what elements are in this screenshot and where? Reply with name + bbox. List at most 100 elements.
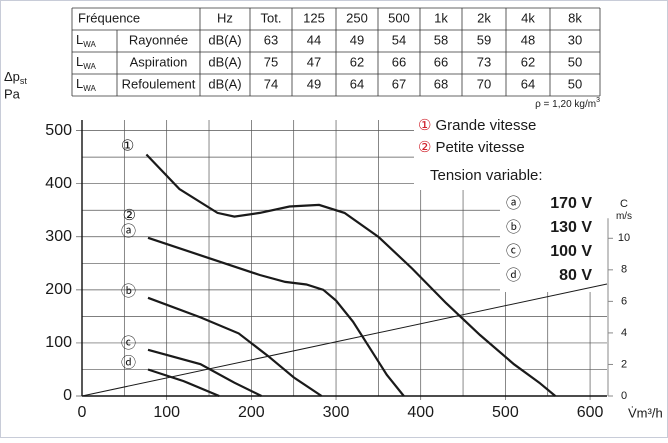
table-header: Tot. (261, 10, 282, 25)
curve-label: ⓐ (121, 223, 136, 240)
table-cell: dB(A) (208, 54, 241, 69)
row-lead: LWA (76, 54, 96, 71)
density-text: ρ = 1,20 kg/m (535, 99, 596, 110)
y-axis-unit: Pa (4, 86, 21, 101)
row-lead-letter: L (76, 76, 83, 91)
table-header: 500 (388, 10, 410, 25)
table-cell: 67 (392, 76, 406, 91)
tension-symbol: ⓒ (506, 243, 521, 260)
table-header: Hz (217, 10, 233, 25)
x-tick-label: 300 (323, 404, 350, 421)
y2-tick-label: 4 (621, 327, 627, 339)
tension-symbol: ⓐ (506, 195, 521, 212)
x-tick-label: 200 (238, 404, 265, 421)
y-tick-label: 400 (45, 175, 72, 192)
tension-symbol: ⓑ (506, 219, 521, 236)
table-cell: 66 (434, 54, 448, 69)
table-cell: Refoulement (122, 76, 196, 91)
table-cell: 49 (350, 32, 364, 47)
table-cell: 73 (477, 54, 491, 69)
curve (147, 296, 323, 397)
curve (147, 348, 262, 397)
table-cell: dB(A) (208, 32, 241, 47)
table-cell: 63 (264, 32, 278, 47)
table-header: 250 (346, 10, 368, 25)
y2-tick-label: 2 (621, 358, 627, 370)
curve (145, 153, 557, 397)
table-cell: dB(A) (208, 76, 241, 91)
table-cell: 62 (350, 54, 364, 69)
table-cell: 68 (434, 76, 448, 91)
tension-symbol: ⓓ (506, 267, 521, 284)
tension-text: 80 V (559, 267, 592, 284)
velocity-line (81, 283, 608, 397)
row-lead: LWA (76, 32, 96, 49)
curve-label: ⓑ (121, 283, 136, 300)
y-tick-label: 300 (45, 228, 72, 245)
table-header: Fréquence (78, 10, 140, 25)
table-header: 2k (477, 10, 491, 25)
y2-tick-label: 6 (621, 295, 627, 307)
table-cell: 59 (477, 32, 491, 47)
x-tick-label: 600 (577, 404, 604, 421)
legend-text: Grande vitesse (435, 117, 536, 134)
y-label-main: Δp (4, 69, 20, 84)
table-header: 1k (434, 10, 448, 25)
x-tick-label: 100 (153, 404, 180, 421)
y-tick-label: 100 (45, 334, 72, 351)
table-cell: 75 (264, 54, 278, 69)
row-lead-letter: L (76, 32, 83, 47)
table-cell: 44 (307, 32, 321, 47)
y2-axis-label: C (620, 198, 628, 210)
table-header: 125 (303, 10, 325, 25)
y-tick-label: 200 (45, 281, 72, 298)
y2-axis-unit: m/s (616, 211, 632, 222)
table-header: 4k (521, 10, 535, 25)
x-tick-label: 0 (78, 404, 87, 421)
curve-label: ② (123, 207, 136, 224)
tension-text: 100 V (550, 243, 592, 260)
curve-label: ⓓ (121, 354, 136, 371)
row-lead-sub: WA (83, 62, 96, 71)
table-header: 8k (568, 10, 582, 25)
curve (147, 368, 220, 398)
tension-text: 130 V (550, 219, 592, 236)
table-cell: 64 (350, 76, 364, 91)
row-lead: LWA (76, 76, 96, 93)
table-cell: 66 (392, 54, 406, 69)
legend-box (414, 114, 610, 190)
x-axis-label: V̇m³/h (628, 405, 663, 420)
table-cell: 74 (264, 76, 278, 91)
x-tick-label: 400 (407, 404, 434, 421)
legend-symbol: ② (418, 139, 431, 156)
y-tick-label: 500 (45, 122, 72, 139)
curve (147, 236, 405, 397)
tension-title: Tension variable: (430, 167, 543, 184)
table-cell: 62 (521, 54, 535, 69)
table-cell: Rayonnée (129, 32, 188, 47)
row-lead-letter: L (76, 54, 83, 69)
legend-text: Petite vitesse (435, 139, 524, 156)
density-sup: 3 (596, 97, 600, 104)
y-axis-label: Δpst (4, 69, 27, 86)
legend-item: ① Grande vitesse (418, 117, 536, 134)
table-cell: 47 (307, 54, 321, 69)
y2-tick-label: 10 (618, 232, 630, 244)
table-cell: 30 (568, 32, 582, 47)
table-cell: 50 (568, 54, 582, 69)
curve-label: ⓒ (121, 335, 136, 352)
y-tick-label: 0 (63, 387, 72, 404)
table-cell: Aspiration (130, 54, 188, 69)
row-lead-sub: WA (83, 40, 96, 49)
row-lead-sub: WA (83, 84, 96, 93)
y-label-sub: st (20, 76, 28, 86)
legend-item: ② Petite vitesse (418, 139, 525, 156)
table-cell: 50 (568, 76, 582, 91)
curve-label: ① (121, 137, 134, 154)
legend-symbol: ① (418, 117, 431, 134)
table-cell: 64 (521, 76, 535, 91)
table-cell: 54 (392, 32, 406, 47)
x-tick-label: 500 (492, 404, 519, 421)
y2-tick-label: 8 (621, 264, 627, 276)
